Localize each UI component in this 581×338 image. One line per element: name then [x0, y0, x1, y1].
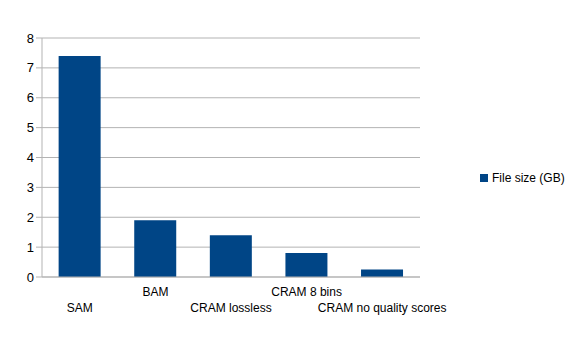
html-text:File size (GB): File size (GB) — [492, 171, 565, 185]
svg-text:CRAM no quality scores: CRAM no quality scores — [318, 301, 447, 315]
svg-text:7: 7 — [27, 60, 34, 75]
svg-text:BAM: BAM — [142, 285, 168, 299]
svg-text:6: 6 — [27, 90, 34, 105]
svg-text:1: 1 — [27, 240, 34, 255]
svg-text:CRAM lossless: CRAM lossless — [190, 301, 271, 315]
svg-text:4: 4 — [27, 150, 34, 165]
svg-text:5: 5 — [27, 120, 34, 135]
svg-text:SAM: SAM — [67, 301, 93, 315]
svg-text:3: 3 — [27, 180, 34, 195]
svg-text:CRAM 8 bins: CRAM 8 bins — [271, 285, 342, 299]
svg-text:0: 0 — [27, 270, 34, 285]
svg-text:2: 2 — [27, 210, 34, 225]
svg-text:8: 8 — [27, 31, 34, 46]
